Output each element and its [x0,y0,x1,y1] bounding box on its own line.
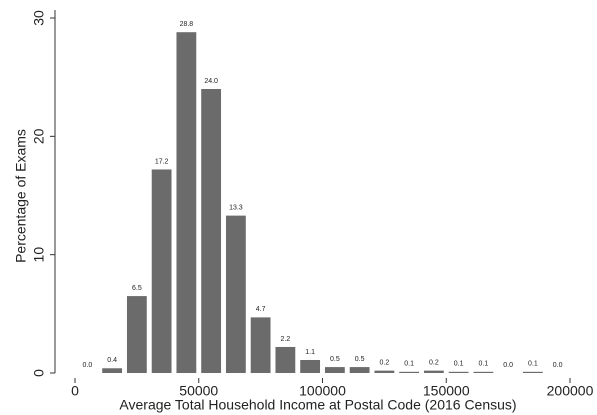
bar [201,89,222,373]
value-label: 2.2 [281,336,291,343]
bar [275,346,296,373]
bar [399,371,420,373]
bar [151,169,172,373]
value-label: 0.1 [404,361,414,368]
value-label: 0.0 [503,362,513,369]
bar [473,371,494,373]
value-label: 28.8 [180,21,194,28]
value-label: 4.7 [256,306,266,313]
bar [102,368,123,373]
bar [448,371,469,373]
value-label: 0.2 [429,359,439,366]
bar [176,32,197,373]
x-tick-label: 200000 [547,383,594,399]
y-axis-label: Percentage of Exams [13,129,29,263]
bar [126,296,147,373]
value-label: 0.1 [454,361,464,368]
y-tick-label: 30 [31,10,47,26]
value-label: 0.1 [528,361,538,368]
x-tick-label: 100000 [299,383,346,399]
bar [300,359,321,373]
bar [522,371,543,373]
bar [349,367,370,373]
value-label: 1.1 [305,349,315,356]
bar [374,370,395,373]
value-label: 0.0 [83,362,93,369]
x-tick-label: 0 [71,383,79,399]
value-label: 0.2 [380,359,390,366]
value-label: 0.5 [355,356,365,363]
bar [423,370,444,373]
value-label: 13.3 [229,204,243,211]
value-label: 0.1 [479,361,489,368]
value-label: 17.2 [155,158,169,165]
x-axis-label: Average Total Household Income at Postal… [119,397,516,413]
bar [324,367,345,373]
x-tick-label: 50000 [179,383,218,399]
value-label: 24.0 [204,78,218,85]
value-label: 6.5 [132,285,142,292]
value-label: 0.4 [107,357,117,364]
x-tick-label: 150000 [423,383,470,399]
y-tick-label: 10 [31,247,47,263]
y-tick-label: 20 [31,128,47,144]
bar [250,317,271,373]
value-label: 0.5 [330,356,340,363]
value-label: 0.0 [553,362,563,369]
y-tick-label: 0 [31,369,47,377]
bar [225,215,246,373]
